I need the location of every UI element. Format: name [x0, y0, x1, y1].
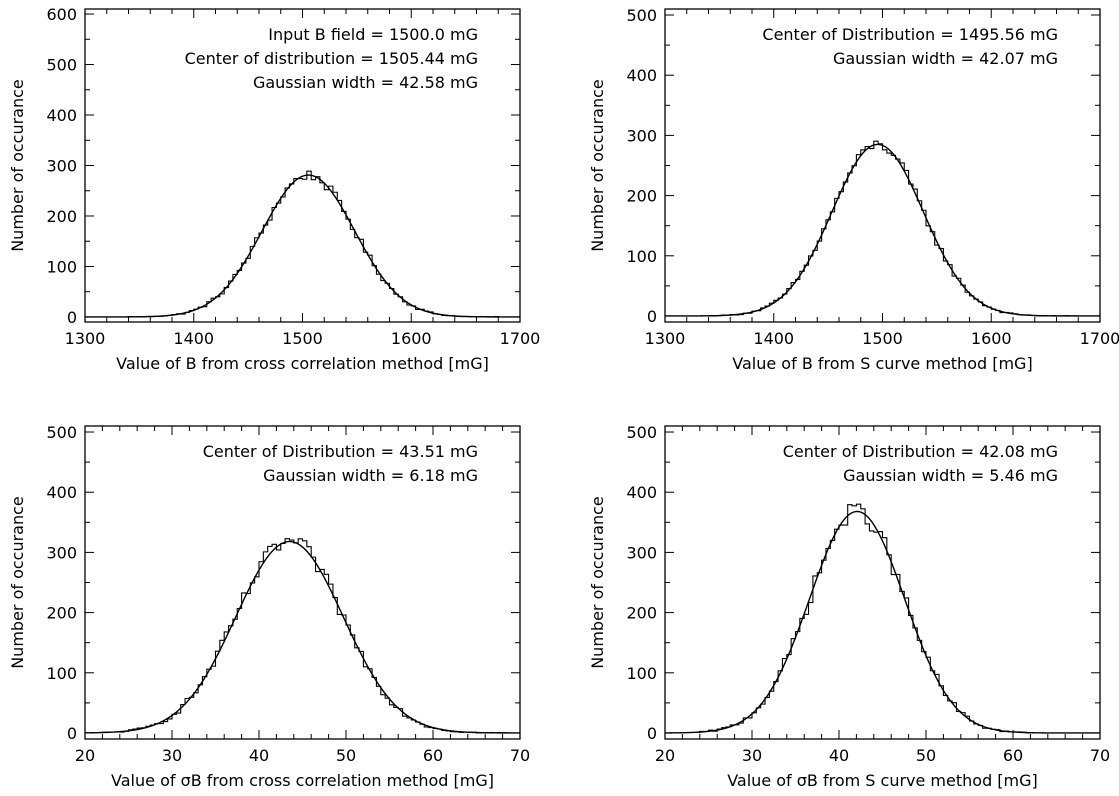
x-tick-label: 20: [655, 746, 675, 765]
x-axis-label: Value of σB from cross correlation metho…: [111, 771, 494, 790]
y-tick-label: 500: [626, 423, 657, 442]
y-tick-label: 600: [46, 5, 77, 24]
x-tick-label: 1700: [1080, 329, 1119, 348]
x-tick-label: 70: [1090, 746, 1110, 765]
annotation-text: Gaussian width = 5.46 mG: [843, 466, 1058, 485]
y-tick-label: 0: [647, 724, 657, 743]
y-tick-label: 0: [67, 724, 77, 743]
x-tick-label: 1400: [753, 329, 794, 348]
histogram-steps: [699, 503, 1031, 734]
y-tick-label: 300: [46, 543, 77, 562]
x-tick-label: 1300: [645, 329, 686, 348]
y-tick-label: 0: [647, 307, 657, 326]
x-tick-label: 60: [1003, 746, 1023, 765]
x-tick-label: 1400: [173, 329, 214, 348]
x-tick-label: 50: [916, 746, 936, 765]
x-axis-label: Value of B from cross correlation method…: [116, 354, 489, 373]
panel-bottom-left: 20 30 40 50 60 70 0 100 200 300 400 500 Value of σB …: [8, 423, 530, 790]
x-tick-label: 70: [510, 746, 530, 765]
histogram-steps: [707, 140, 1079, 317]
y-tick-label: 400: [626, 66, 657, 85]
annotation-text: Center of Distribution = 43.51 mG: [203, 442, 478, 461]
gaussian-fit-curve: [85, 174, 520, 318]
x-tick-label: 30: [742, 746, 762, 765]
x-tick-label: 1500: [862, 329, 903, 348]
x-tick-label: 1300: [65, 329, 106, 348]
y-tick-label: 100: [46, 257, 77, 276]
y-axis-label: Number of occurance: [8, 496, 27, 669]
annotation-text: Center of Distribution = 1495.56 mG: [762, 25, 1058, 44]
x-tick-label: 40: [249, 746, 269, 765]
annotation-text: Gaussian width = 42.07 mG: [833, 49, 1058, 68]
annotation-text: Center of Distribution = 42.08 mG: [783, 442, 1058, 461]
annotation-text: Center of distribution = 1505.44 mG: [185, 49, 478, 68]
panel-top-left: 1300 1400 1500 1600 1700 0 100 200 300 400 500 600 V…: [8, 5, 540, 373]
x-tick-label: 60: [423, 746, 443, 765]
y-axis-label: Number of occurance: [588, 79, 607, 252]
y-tick-label: 100: [46, 664, 77, 683]
y-axis-label: Number of occurance: [8, 79, 27, 252]
y-tick-label: 400: [626, 483, 657, 502]
y-tick-label: 200: [46, 604, 77, 623]
panel-bottom-right: 20 30 40 50 60 70 0 100 200 300 400 500 Value of σB …: [588, 423, 1110, 790]
gaussian-fit-curve: [665, 510, 1100, 734]
y-tick-label: 100: [626, 664, 657, 683]
x-axis-label: Value of σB from S curve method [mG]: [727, 771, 1038, 790]
y-tick-label: 0: [67, 308, 77, 327]
y-tick-label: 100: [626, 247, 657, 266]
panel-top-right: 1300 1400 1500 1600 1700 0 100 200 300 400 500 Valu…: [588, 6, 1119, 373]
histogram-steps: [101, 538, 512, 734]
annotation-text: Input B field = 1500.0 mG: [268, 25, 478, 44]
y-tick-label: 200: [626, 187, 657, 206]
x-tick-label: 40: [829, 746, 849, 765]
y-tick-label: 500: [626, 6, 657, 25]
x-tick-label: 1700: [500, 329, 541, 348]
x-tick-label: 1500: [282, 329, 323, 348]
histogram-steps: [127, 170, 499, 318]
y-tick-label: 500: [46, 56, 77, 75]
y-axis-label: Number of occurance: [588, 496, 607, 669]
x-axis-label: Value of B from S curve method [mG]: [732, 354, 1032, 373]
y-tick-label: 300: [626, 126, 657, 145]
x-tick-label: 30: [162, 746, 182, 765]
y-tick-label: 400: [46, 483, 77, 502]
y-tick-label: 400: [46, 106, 77, 125]
gaussian-fit-curve: [85, 540, 520, 734]
y-tick-label: 300: [46, 157, 77, 176]
y-tick-label: 300: [626, 543, 657, 562]
y-tick-label: 500: [46, 423, 77, 442]
y-tick-label: 200: [626, 604, 657, 623]
x-tick-label: 1600: [391, 329, 432, 348]
y-tick-label: 200: [46, 207, 77, 226]
annotation-text: Gaussian width = 42.58 mG: [253, 73, 478, 92]
x-tick-label: 1600: [971, 329, 1012, 348]
x-tick-label: 20: [75, 746, 95, 765]
x-tick-label: 50: [336, 746, 356, 765]
gaussian-fit-curve: [665, 143, 1100, 317]
annotation-text: Gaussian width = 6.18 mG: [263, 466, 478, 485]
